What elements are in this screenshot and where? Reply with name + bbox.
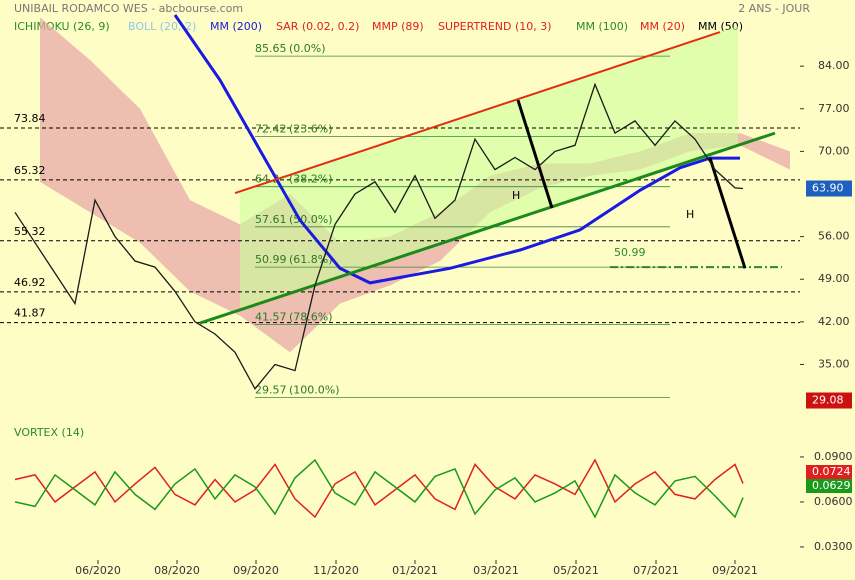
target-label: 50.99: [614, 246, 646, 259]
y-tick-label: 56.00: [818, 230, 850, 243]
fib-pct: (38.2%): [289, 173, 333, 186]
level-label: 55.32: [14, 225, 46, 238]
y-tick-label: 42.00: [818, 315, 850, 328]
vortex-box: [806, 465, 852, 479]
y-tick-label: 0.0900: [814, 450, 853, 463]
ma-line: [173, 14, 740, 285]
legend-entry: MMP (89): [372, 20, 424, 33]
fib-pct: (100.0%): [289, 384, 340, 397]
x-tick-label: 07/2021: [633, 564, 679, 577]
y-tick-label: 77.00: [818, 102, 850, 115]
x-tick-label: 03/2021: [473, 564, 519, 577]
series-line: [14, 458, 744, 519]
annotation: H: [686, 208, 694, 221]
trendline: [708, 157, 747, 269]
y-tick-label: 35.00: [818, 357, 850, 370]
fib-pct: (50.0%): [289, 213, 333, 226]
period: 2 ANS - JOUR: [738, 2, 810, 15]
fib-label: 72.42: [255, 123, 287, 136]
level-label: 46.92: [14, 276, 46, 289]
y-tick-label: 0.0600: [814, 495, 853, 508]
x-tick-label: 06/2020: [75, 564, 121, 577]
ichimoku-cloud: [40, 17, 790, 353]
fib-pct: (23.6%): [289, 123, 333, 136]
legend-entry: SAR (0.02, 0.2): [276, 20, 359, 33]
legend-entry: MM (20): [640, 20, 685, 33]
price-label: 63.90: [812, 182, 844, 195]
y-tick-label: 84.00: [818, 59, 850, 72]
legend-entry: MM (100): [576, 20, 628, 33]
legend-entry: MM (200): [210, 20, 262, 33]
channel-fill: [240, 26, 738, 310]
x-tick-label: 09/2021: [712, 564, 758, 577]
y-tick-label: 70.00: [818, 144, 850, 157]
trendline: [516, 99, 554, 209]
series-line: [14, 458, 744, 519]
level-label: 65.32: [14, 164, 46, 177]
vortex-value: 0.0724: [812, 465, 851, 478]
trendline: [234, 31, 721, 195]
chart-title: UNIBAIL RODAMCO WES - abcbourse.com: [14, 2, 243, 15]
level-label: 41.87: [14, 307, 46, 320]
x-tick-label: 01/2021: [392, 564, 438, 577]
trendline: [199, 131, 776, 325]
fib-label: 41.57: [255, 310, 287, 323]
fib-pct: (0.0%): [289, 42, 326, 55]
vortex-value: 0.0629: [812, 479, 851, 492]
level-label: 73.84: [14, 112, 46, 125]
x-tick-label: 09/2020: [233, 564, 279, 577]
legend-entry: SUPERTREND (10, 3): [438, 20, 552, 33]
fib-label: 50.99: [255, 253, 287, 266]
annotation: H: [512, 189, 520, 202]
vortex-title: VORTEX (14): [14, 426, 84, 439]
low-label: 29.08: [812, 394, 844, 407]
fib-pct: (61.8%): [289, 253, 333, 266]
y-tick-label: 49.00: [818, 272, 850, 285]
vortex-box: [806, 479, 852, 493]
x-tick-label: 11/2020: [313, 564, 359, 577]
x-tick-label: 05/2021: [553, 564, 599, 577]
price-box: [806, 180, 852, 197]
x-tick-label: 08/2020: [154, 564, 200, 577]
fib-pct: (78.6%): [289, 310, 333, 323]
low-box: [806, 392, 852, 409]
legend-entry: ICHIMOKU (26, 9): [14, 20, 110, 33]
fib-label: 85.65: [255, 42, 287, 55]
fib-label: 57.61: [255, 213, 287, 226]
y-tick-label: 0.0300: [814, 540, 853, 553]
series-line: [14, 82, 744, 390]
fib-label: 29.57: [255, 384, 287, 397]
